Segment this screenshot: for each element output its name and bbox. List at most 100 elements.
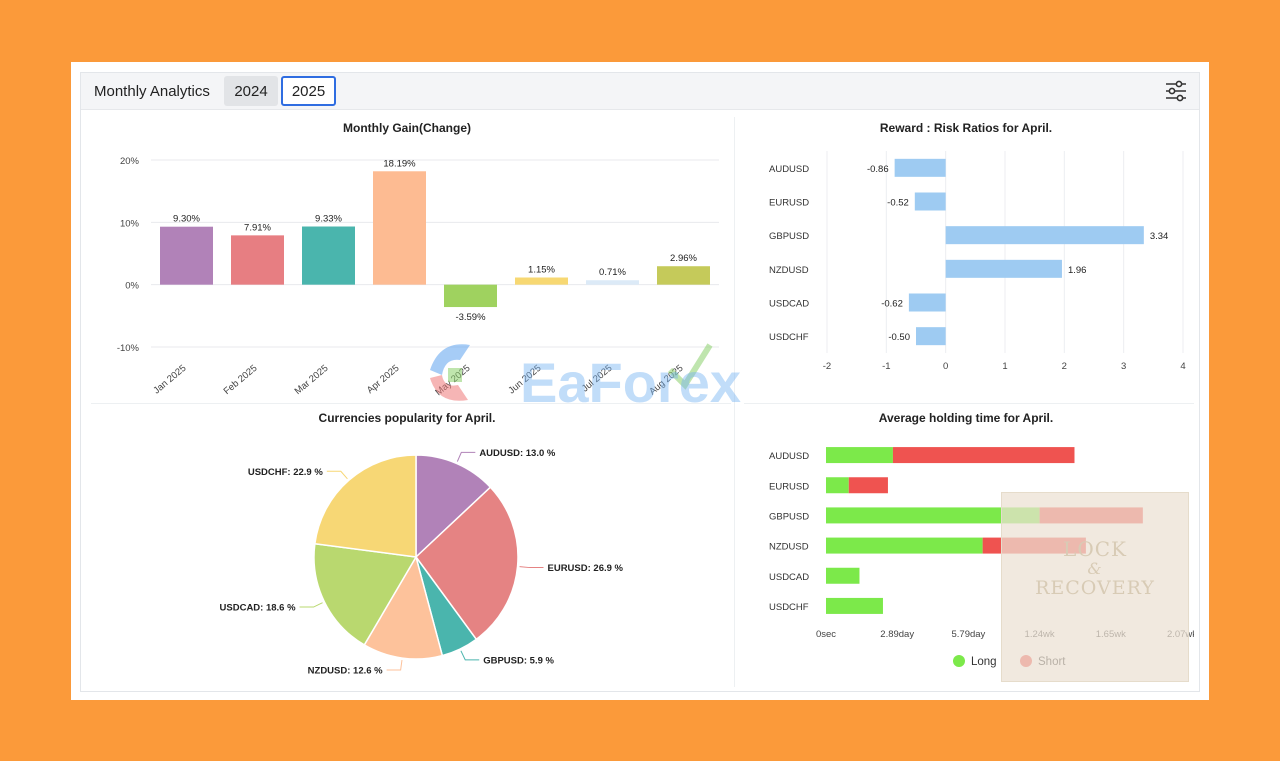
leader-line <box>386 659 403 671</box>
x-tick-label: Jun 2025 <box>506 363 543 397</box>
bar <box>914 192 946 211</box>
x-tick-label: Mar 2025 <box>293 363 331 397</box>
pie-slice <box>415 454 492 559</box>
bar <box>894 158 946 177</box>
bar-long <box>826 537 983 554</box>
x-tick-label: 1 <box>1002 361 1007 372</box>
leader-line <box>299 602 323 608</box>
pie-slice <box>363 555 444 660</box>
y-tick-label: AUDUSD <box>769 451 809 462</box>
holding-time-chart: Average holding time for April. 0sec 2.89… <box>769 411 1197 668</box>
data-label: 1.96 <box>1068 265 1087 276</box>
currency-popularity-chart: Currencies popularity for April. AUDUSD:… <box>220 411 624 676</box>
x-tick-label: -2 <box>823 361 831 372</box>
x-tick-label: 3 <box>1121 361 1126 372</box>
sliders-icon <box>1166 80 1186 102</box>
legend-swatch <box>1020 655 1032 667</box>
leader-line <box>326 470 348 480</box>
y-tick-label: GBPUSD <box>769 231 809 242</box>
pie-slice <box>314 454 417 558</box>
bar <box>916 327 946 346</box>
slice-label: GBPUSD: 5.9 % <box>483 655 554 666</box>
data-label: -0.52 <box>887 198 909 209</box>
leader-line <box>519 566 544 569</box>
data-label: 7.91% <box>244 222 271 233</box>
panel-divider-horizontal-right <box>744 403 1194 404</box>
data-label: 1.15% <box>528 264 555 275</box>
y-tick-label: GBPUSD <box>769 511 809 522</box>
x-tick-label: 0 <box>943 361 948 372</box>
data-label: 0.71% <box>599 267 626 278</box>
bar-long <box>826 447 893 464</box>
slice-label: EURUSD: 26.9 % <box>548 563 624 574</box>
x-tick-label: 5.79day <box>951 629 985 640</box>
chart-title: Reward : Risk Ratios for April. <box>880 121 1052 135</box>
bar-long <box>826 507 1040 524</box>
bar-short <box>892 447 1075 464</box>
pie-slice <box>415 486 519 641</box>
x-tick-label: Jan 2025 <box>151 363 188 397</box>
pie-slice <box>313 542 418 646</box>
bar-short <box>1039 507 1143 524</box>
data-label: 18.19% <box>383 158 416 169</box>
bar <box>231 235 284 285</box>
x-tick-label: 1.24wk <box>1025 629 1055 640</box>
bar <box>945 226 1144 245</box>
data-label: 3.34 <box>1150 231 1169 242</box>
y-tick-label: AUDUSD <box>769 164 809 175</box>
x-tick-label: 1.65wk <box>1096 629 1126 640</box>
analytics-header: Monthly Analytics 2024 2025 <box>81 73 1199 110</box>
currency-popularity-panel: Currencies popularity for April. AUDUSD:… <box>91 407 731 692</box>
bar-long <box>826 567 860 584</box>
bar-long <box>826 597 883 614</box>
x-tick-label: 2.07wk <box>1167 629 1194 640</box>
legend-label: Short <box>1038 656 1066 668</box>
monthly-gain-chart: Monthly Gain(Change) 20% 10% 0% -10% 9.30% Ja… <box>117 121 719 398</box>
slice-label: USDCHF: 22.9 % <box>248 467 324 478</box>
data-label: -0.62 <box>881 299 903 310</box>
y-tick-label: -10% <box>117 343 140 354</box>
x-tick-label: -1 <box>882 361 890 372</box>
slice-label: NZDUSD: 12.6 % <box>308 665 384 676</box>
y-tick-label: USDCHF <box>769 332 809 343</box>
bar <box>373 171 426 285</box>
bar-long <box>826 477 849 494</box>
monthly-gain-panel: Monthly Gain(Change) 20% 10% 0% -10% 9.30% Ja… <box>91 117 731 407</box>
analytics-card: Monthly Analytics 2024 2025 Monthly Gain… <box>71 62 1209 700</box>
bar <box>160 226 213 285</box>
x-tick-label: Feb 2025 <box>222 363 260 397</box>
legend-label: Long <box>971 656 997 668</box>
reward-risk-chart: Reward : Risk Ratios for April. -2 -1 0 1 2 3… <box>769 121 1186 372</box>
x-tick-label: May 2025 <box>433 363 472 398</box>
x-tick-label: Apr 2025 <box>365 363 402 396</box>
y-tick-label: EURUSD <box>769 198 809 209</box>
x-tick-label: Jul 2025 <box>580 363 615 395</box>
panel-divider-vertical <box>734 117 735 687</box>
leader-line <box>456 451 476 462</box>
chart-title: Average holding time for April. <box>879 411 1053 425</box>
data-label: -3.59% <box>455 312 486 323</box>
x-tick-label: 2 <box>1062 361 1067 372</box>
filter-button[interactable] <box>1163 78 1189 104</box>
analytics-panel: Monthly Analytics 2024 2025 Monthly Gain… <box>80 72 1200 692</box>
chart-title: Currencies popularity for April. <box>319 411 496 425</box>
data-label: -0.86 <box>867 164 889 175</box>
chart-title: Monthly Gain(Change) <box>343 121 471 135</box>
legend-swatch <box>953 655 965 667</box>
bar <box>657 266 710 285</box>
y-tick-label: USDCAD <box>769 299 809 310</box>
reward-risk-panel: Reward : Risk Ratios for April. -2 -1 0 1 2 3… <box>744 117 1194 407</box>
tab-2025[interactable]: 2025 <box>281 76 336 106</box>
y-tick-label: 20% <box>120 156 140 167</box>
data-label: 2.96% <box>670 253 697 264</box>
x-tick-label: 0sec <box>816 629 836 640</box>
data-label: 9.30% <box>173 214 200 225</box>
bar-short <box>982 537 1086 554</box>
y-tick-label: 0% <box>125 281 139 292</box>
tab-2024[interactable]: 2024 <box>224 76 278 106</box>
y-tick-label: USDCHF <box>769 602 809 613</box>
bar <box>444 284 497 308</box>
holding-time-panel: Average holding time for April. 0sec 2.89… <box>744 407 1197 692</box>
y-tick-label: 10% <box>120 218 140 229</box>
x-tick-label: 2.89day <box>880 629 914 640</box>
